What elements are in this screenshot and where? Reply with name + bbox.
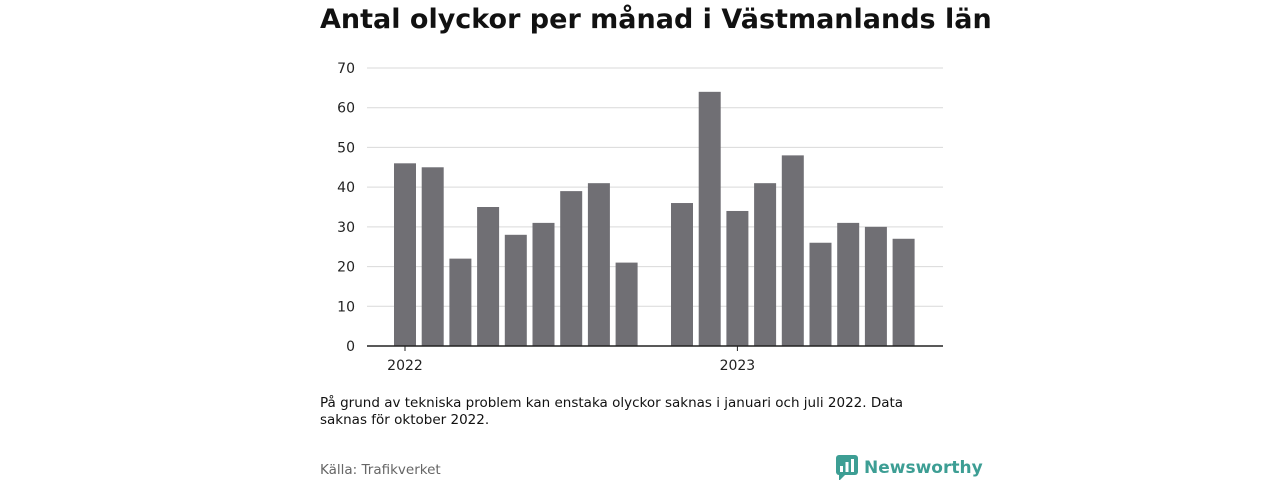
- bar: [726, 210, 749, 346]
- bar: [892, 238, 915, 346]
- x-tick-label: 2022: [387, 358, 423, 374]
- y-tick-label: 20: [337, 260, 355, 276]
- bar: [394, 163, 416, 346]
- y-tick-label: 0: [346, 339, 355, 355]
- bar: [504, 234, 527, 346]
- y-axis-ticks: 0 10 20 30 40 50 60 70: [337, 61, 355, 355]
- bar: [587, 183, 610, 346]
- bar: [698, 91, 721, 346]
- y-tick-label: 60: [337, 101, 355, 117]
- y-tick-label: 10: [337, 299, 355, 315]
- chart-title: Antal olyckor per månad i Västmanlands l…: [320, 4, 992, 35]
- source-label: Källa: Trafikverket: [320, 462, 441, 478]
- bar: [837, 222, 860, 346]
- bar: [477, 207, 500, 346]
- y-tick-label: 30: [337, 220, 355, 236]
- bar: [449, 258, 472, 346]
- bar: [809, 242, 832, 346]
- chart-note: På grund av tekniska problem kan enstaka…: [320, 395, 904, 428]
- bars: [394, 91, 915, 346]
- bar: [560, 191, 583, 346]
- bar: [532, 222, 555, 346]
- bar: [615, 262, 638, 346]
- x-tick-label: 2023: [720, 358, 756, 374]
- y-tick-label: 70: [337, 61, 355, 77]
- bar: [754, 183, 777, 346]
- y-tick-label: 40: [337, 180, 355, 196]
- bar: [864, 226, 887, 346]
- brand-name: Newsworthy: [864, 458, 983, 478]
- y-tick-label: 50: [337, 140, 355, 156]
- x-axis-ticks: 2022 2023: [387, 346, 755, 374]
- bar: [781, 155, 804, 346]
- bar: [421, 167, 444, 346]
- newsworthy-logo: Newsworthy: [836, 455, 983, 480]
- newsworthy-chart-icon: [836, 455, 858, 480]
- bar: [671, 203, 693, 346]
